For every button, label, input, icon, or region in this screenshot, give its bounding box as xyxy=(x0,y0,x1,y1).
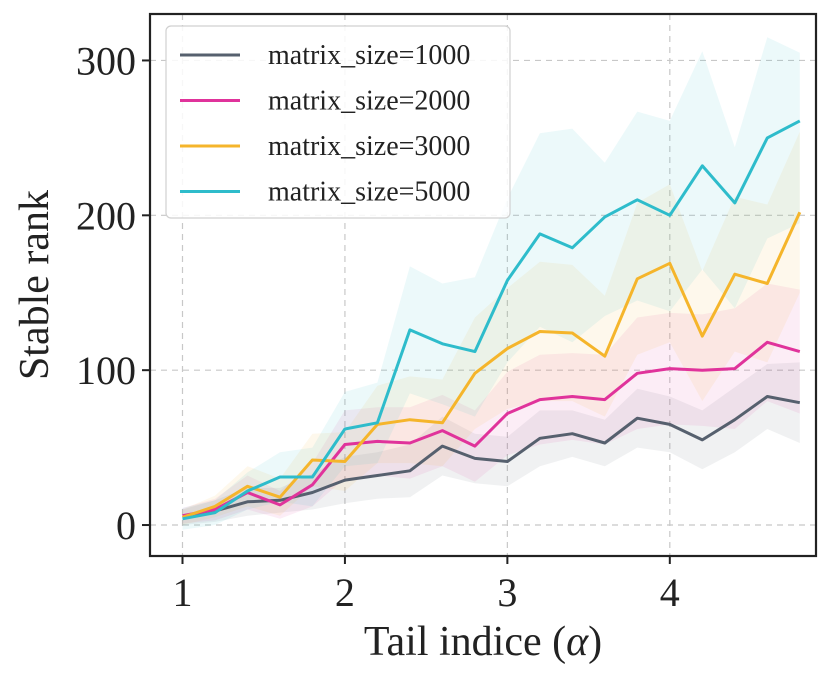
confidence-band xyxy=(182,283,800,524)
y-tick-label: 0 xyxy=(116,503,136,548)
plot-frame xyxy=(148,12,818,558)
x-tick-label: 4 xyxy=(660,570,680,615)
series-line xyxy=(182,395,801,519)
confidence-band xyxy=(182,131,800,525)
legend-box xyxy=(165,25,511,219)
confidence-bands xyxy=(182,37,800,530)
y-tick-label: 100 xyxy=(76,348,136,393)
legend: matrix_size=1000 matrix_size=2000 matrix_s… xyxy=(165,25,511,219)
legend-label: matrix_size=3000 xyxy=(268,131,470,162)
x-tick-label: 1 xyxy=(172,570,192,615)
y-axis-label: Stable rank xyxy=(12,190,58,380)
legend-label: matrix_size=1000 xyxy=(268,40,470,71)
series-lines xyxy=(182,119,802,521)
x-tick-label: 3 xyxy=(497,570,517,615)
x-tick-label: 2 xyxy=(335,570,355,615)
y-tick-label: 300 xyxy=(76,38,136,83)
legend-label: matrix_size=2000 xyxy=(268,86,470,117)
confidence-band xyxy=(182,37,800,530)
legend-label: matrix_size=5000 xyxy=(268,177,470,208)
axis-ticks: 1 2 3 4 0 100 200 300 xyxy=(76,38,680,615)
series-line xyxy=(182,119,801,521)
series-line xyxy=(182,211,802,519)
x-axis-label: Tail indice (α) xyxy=(364,619,602,665)
y-tick-label: 200 xyxy=(76,193,136,238)
x-axis-label-symbol: α xyxy=(566,619,589,665)
series-line xyxy=(182,340,801,518)
